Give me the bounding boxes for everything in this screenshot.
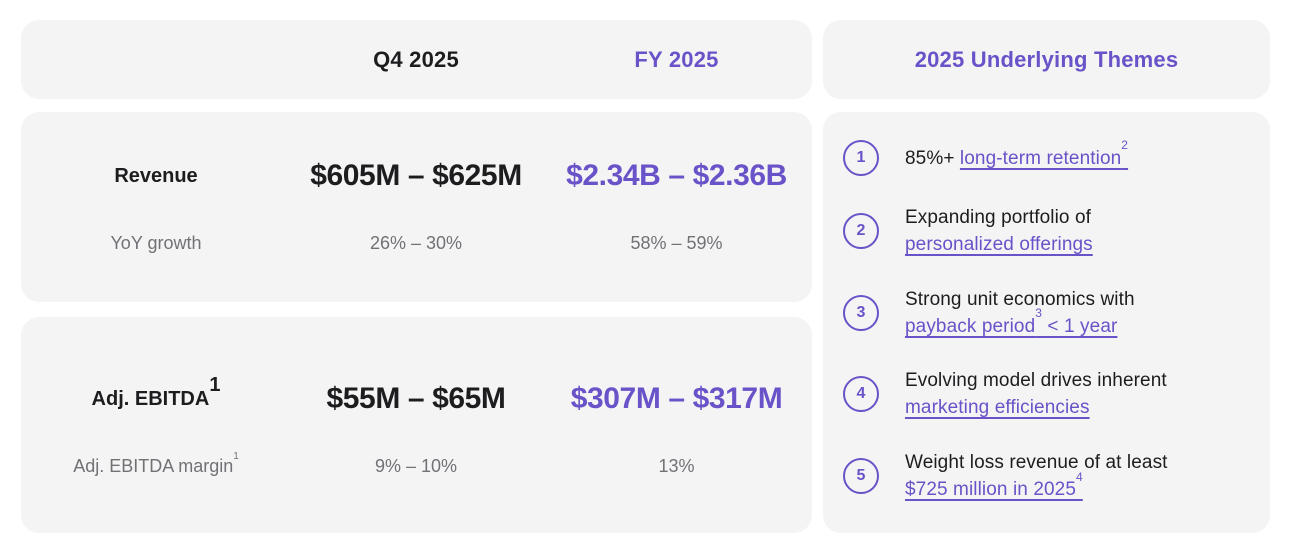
ebitda-fy-value: $307M – $317M (570, 382, 783, 415)
ebitda-card: Adj. EBITDA1 $55M – $65M $307M – $317M A… (21, 317, 812, 533)
ebitda-margin-q4-value: 9% – 10% (374, 455, 458, 476)
theme-4-link[interactable]: marketing efficiencies (905, 397, 1090, 418)
theme-number-4-badge: 4 (843, 376, 879, 413)
ebitda-main-row: Adj. EBITDA1 $55M – $65M $307M – $317M (21, 371, 812, 427)
theme-4-plain-text: Evolving model drives inherent (905, 370, 1167, 392)
theme-1-link-text: long-term retention (959, 147, 1122, 169)
theme-text-marketing: Evolving model drives inherent marketing… (905, 367, 1167, 421)
ebitda-label-footnote: 1 (209, 374, 221, 397)
theme-number-5-badge: 5 (843, 458, 879, 494)
theme-2-plain-text: Expanding portfolio of (905, 206, 1091, 228)
yoy-growth-label-cell: YoY growth (21, 233, 291, 254)
theme-item-retention: 1 85%+ long-term retention2 (843, 139, 1250, 176)
theme-text-weight-loss: Weight loss revenue of at least $725 mil… (905, 449, 1168, 503)
ebitda-margin-label: Adj. EBITDA margin (73, 455, 234, 476)
yoy-growth-q4-value: 26% – 30% (369, 232, 463, 253)
revenue-fy-value: $2.34B – $2.36B (566, 159, 787, 192)
theme-3-link-tail: < 1 year (1042, 315, 1118, 337)
theme-3-link[interactable]: payback period3 < 1 year (905, 307, 1118, 337)
ebitda-margin-label-cell: Adj. EBITDA margin1 (21, 451, 291, 477)
yoy-growth-fy-value: 58% – 59% (630, 232, 723, 253)
theme-item-personalization: 2 Expanding portfolio of personalized of… (843, 204, 1250, 258)
revenue-sub-row: YoY growth 26% – 30% 58% – 59% (21, 230, 812, 256)
theme-number-5: 5 (856, 467, 866, 484)
theme-number-2: 2 (856, 221, 866, 239)
themes-list: 1 85%+ long-term retention2 2 Expanding … (823, 112, 1270, 533)
theme-5-link-footnote: 4 (1076, 469, 1083, 484)
theme-number-4: 4 (856, 385, 866, 403)
theme-item-marketing: 4 Evolving model drives inherent marketi… (843, 367, 1250, 421)
column-header-fy-2025: FY 2025 (634, 46, 719, 72)
theme-1-link[interactable]: long-term retention2 (959, 139, 1128, 169)
theme-number-1-badge: 1 (843, 140, 879, 176)
revenue-card: Revenue $605M – $625M $2.34B – $2.36B Yo… (21, 112, 812, 302)
ebitda-label-cell: Adj. EBITDA1 (21, 375, 291, 411)
theme-number-3: 3 (856, 303, 866, 321)
guidance-table-header-row: Q4 2025 FY 2025 (21, 20, 812, 99)
theme-text-personalization: Expanding portfolio of personalized offe… (905, 204, 1093, 258)
ebitda-margin-fy-value: 13% (658, 455, 695, 476)
theme-text-unit-economics: Strong unit economics with payback perio… (905, 286, 1135, 340)
theme-3-plain-text: Strong unit economics with (905, 288, 1135, 310)
theme-3-link-text: payback period (905, 315, 1036, 337)
ebitda-margin-footnote: 1 (233, 450, 239, 462)
themes-panel: 2025 Underlying Themes 1 85%+ long-term … (823, 20, 1270, 533)
theme-1-plain-text: 85%+ (905, 147, 955, 169)
revenue-main-row: Revenue $605M – $625M $2.34B – $2.36B (21, 148, 812, 204)
theme-4-link-text: marketing efficiencies (905, 397, 1090, 419)
theme-number-1: 1 (856, 149, 866, 166)
revenue-q4-value: $605M – $625M (310, 159, 522, 192)
theme-item-weight-loss: 5 Weight loss revenue of at least $725 m… (843, 449, 1250, 503)
theme-5-link-text: $725 million in 2025 (905, 479, 1077, 500)
theme-2-link-text: personalized offerings (905, 233, 1093, 255)
ebitda-label: Adj. EBITDA (91, 387, 210, 410)
theme-5-link[interactable]: $725 million in 20254 (905, 471, 1083, 500)
theme-3-link-footnote: 3 (1035, 306, 1043, 321)
revenue-label: Revenue (114, 164, 198, 187)
theme-number-2-badge: 2 (843, 212, 879, 249)
guidance-table: Q4 2025 FY 2025 Revenue $605M – $625M $2… (21, 20, 812, 533)
theme-1-link-footnote: 2 (1121, 138, 1129, 153)
theme-2-link[interactable]: personalized offerings (905, 234, 1093, 255)
ebitda-sub-row: Adj. EBITDA margin1 9% – 10% 13% (21, 451, 812, 479)
themes-header-card: 2025 Underlying Themes (823, 20, 1270, 99)
column-header-q4-2025: Q4 2025 (373, 46, 459, 72)
revenue-label-cell: Revenue (21, 165, 291, 188)
themes-title: 2025 Underlying Themes (914, 46, 1179, 72)
ebitda-q4-value: $55M – $65M (326, 382, 506, 415)
theme-5-plain-text: Weight loss revenue of at least (905, 452, 1168, 473)
yoy-growth-label: YoY growth (110, 232, 202, 253)
theme-text-retention: 85%+ long-term retention2 (905, 139, 1128, 172)
theme-number-3-badge: 3 (843, 294, 879, 331)
theme-item-unit-economics: 3 Strong unit economics with payback per… (843, 286, 1250, 340)
